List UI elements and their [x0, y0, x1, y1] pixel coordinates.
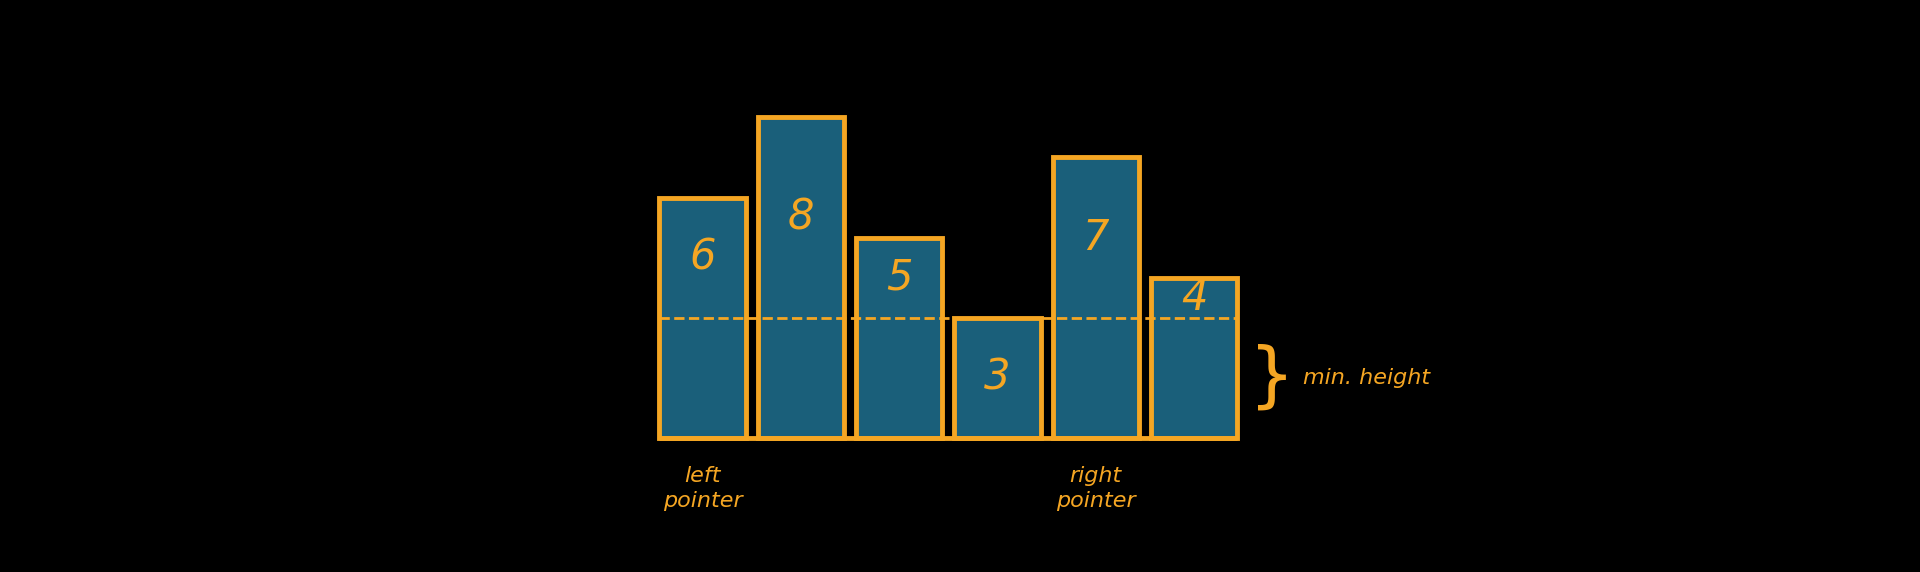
Text: 6: 6	[689, 237, 716, 279]
Bar	[1150, 277, 1236, 438]
Bar	[954, 318, 1041, 438]
Text: right
pointer: right pointer	[1056, 466, 1135, 511]
Bar	[758, 117, 845, 438]
Bar	[1052, 157, 1139, 438]
Text: 7: 7	[1083, 217, 1110, 259]
Text: 3: 3	[985, 357, 1010, 399]
Bar	[856, 237, 943, 438]
Text: 5: 5	[885, 257, 912, 299]
Text: min. height: min. height	[1304, 368, 1430, 388]
Text: left
pointer: left pointer	[662, 466, 743, 511]
Bar	[659, 197, 745, 438]
Text: 8: 8	[787, 197, 814, 239]
Text: 4: 4	[1181, 277, 1208, 319]
Text: }: }	[1250, 343, 1296, 412]
